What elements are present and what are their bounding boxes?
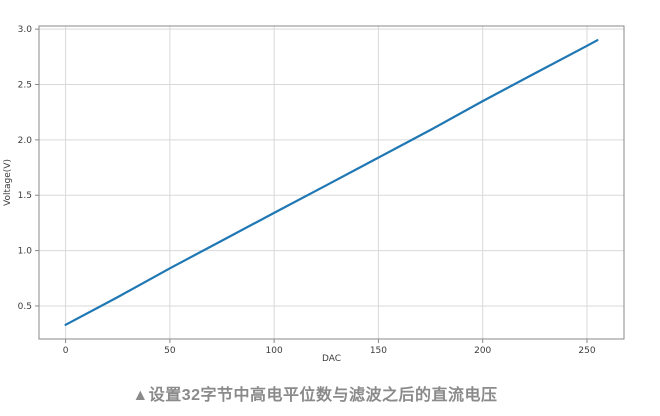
y-tick-label: 3.0	[18, 25, 33, 35]
x-tick-label: 100	[266, 346, 283, 356]
y-tick-label: 2.0	[18, 136, 33, 146]
y-tick-label: 1.0	[18, 247, 33, 257]
x-tick-label: 150	[370, 346, 387, 356]
y-tick-label: 0.5	[18, 302, 32, 312]
x-tick-label: 50	[164, 346, 176, 356]
x-tick-label: 200	[474, 346, 491, 356]
x-tick-label: 250	[578, 346, 595, 356]
y-axis-label: Voltage(V)	[3, 159, 13, 206]
data-line	[64, 39, 599, 326]
voltage-vs-dac-chart: 0 50 100 150 200 250 0.5 1.0 1.5 2.0 2.5 3.0 DAC Volt…	[3, 25, 625, 364]
x-tick-label: 0	[63, 346, 69, 356]
plot-border	[38, 25, 625, 340]
y-tick-label: 1.5	[18, 191, 32, 201]
x-axis-label: DAC	[322, 354, 341, 364]
figure-caption: ▲设置32字节中高电平位数与滤波之后的直流电压	[132, 387, 498, 404]
y-tick-label: 2.5	[18, 81, 32, 91]
